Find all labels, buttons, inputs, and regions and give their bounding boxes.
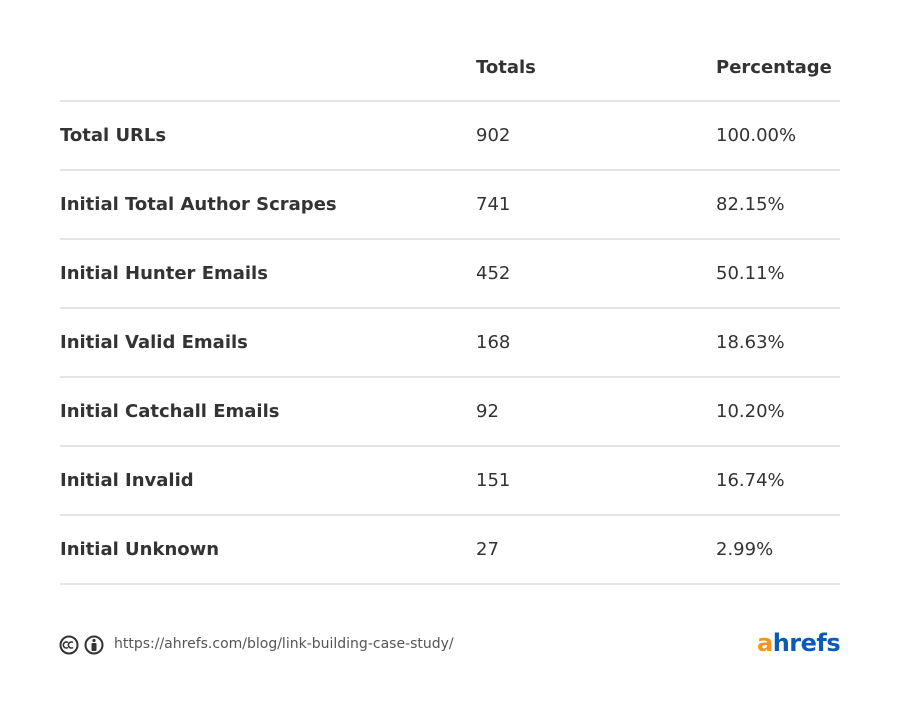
row-rule bbox=[60, 307, 840, 309]
cell: 82.15% bbox=[716, 194, 785, 215]
cell: 902 bbox=[476, 125, 511, 146]
cell: 151 bbox=[476, 470, 511, 491]
logo: ahrefs bbox=[757, 629, 841, 657]
cell: 18.63% bbox=[716, 332, 785, 353]
cell: 50.11% bbox=[716, 263, 785, 284]
row-label: Initial Hunter Emails bbox=[60, 263, 268, 284]
cell: 16.74% bbox=[716, 470, 785, 491]
row-rule bbox=[60, 514, 840, 516]
logo-a: a bbox=[757, 629, 773, 657]
logo-rest: hrefs bbox=[772, 629, 841, 657]
row-label: Total URLs bbox=[60, 125, 167, 146]
row-label: Initial Unknown bbox=[60, 539, 220, 560]
cell: 100.00% bbox=[716, 125, 797, 146]
row-label: Initial Catchall Emails bbox=[60, 401, 280, 422]
cell: 27 bbox=[476, 539, 499, 560]
header-rule bbox=[60, 100, 840, 102]
row-label: Initial Total Author Scrapes bbox=[60, 194, 337, 215]
row-rule bbox=[60, 583, 840, 585]
license-icons bbox=[59, 635, 104, 655]
row-label: Initial Invalid bbox=[60, 470, 194, 491]
cell: 10.20% bbox=[716, 401, 785, 422]
cell: 741 bbox=[476, 194, 511, 215]
row-rule bbox=[60, 376, 840, 378]
row-label: Initial Valid Emails bbox=[60, 332, 248, 353]
row-rule bbox=[60, 169, 840, 171]
row-rule bbox=[60, 238, 840, 240]
column-header: Percentage bbox=[716, 57, 832, 78]
cell: 452 bbox=[476, 263, 511, 284]
cell: 92 bbox=[476, 401, 499, 422]
cell: 2.99% bbox=[716, 539, 774, 560]
row-rule bbox=[60, 445, 840, 447]
column-header: Totals bbox=[476, 57, 536, 78]
cell: 168 bbox=[476, 332, 511, 353]
source-url: https://ahrefs.com/blog/link-building-ca… bbox=[114, 636, 454, 652]
